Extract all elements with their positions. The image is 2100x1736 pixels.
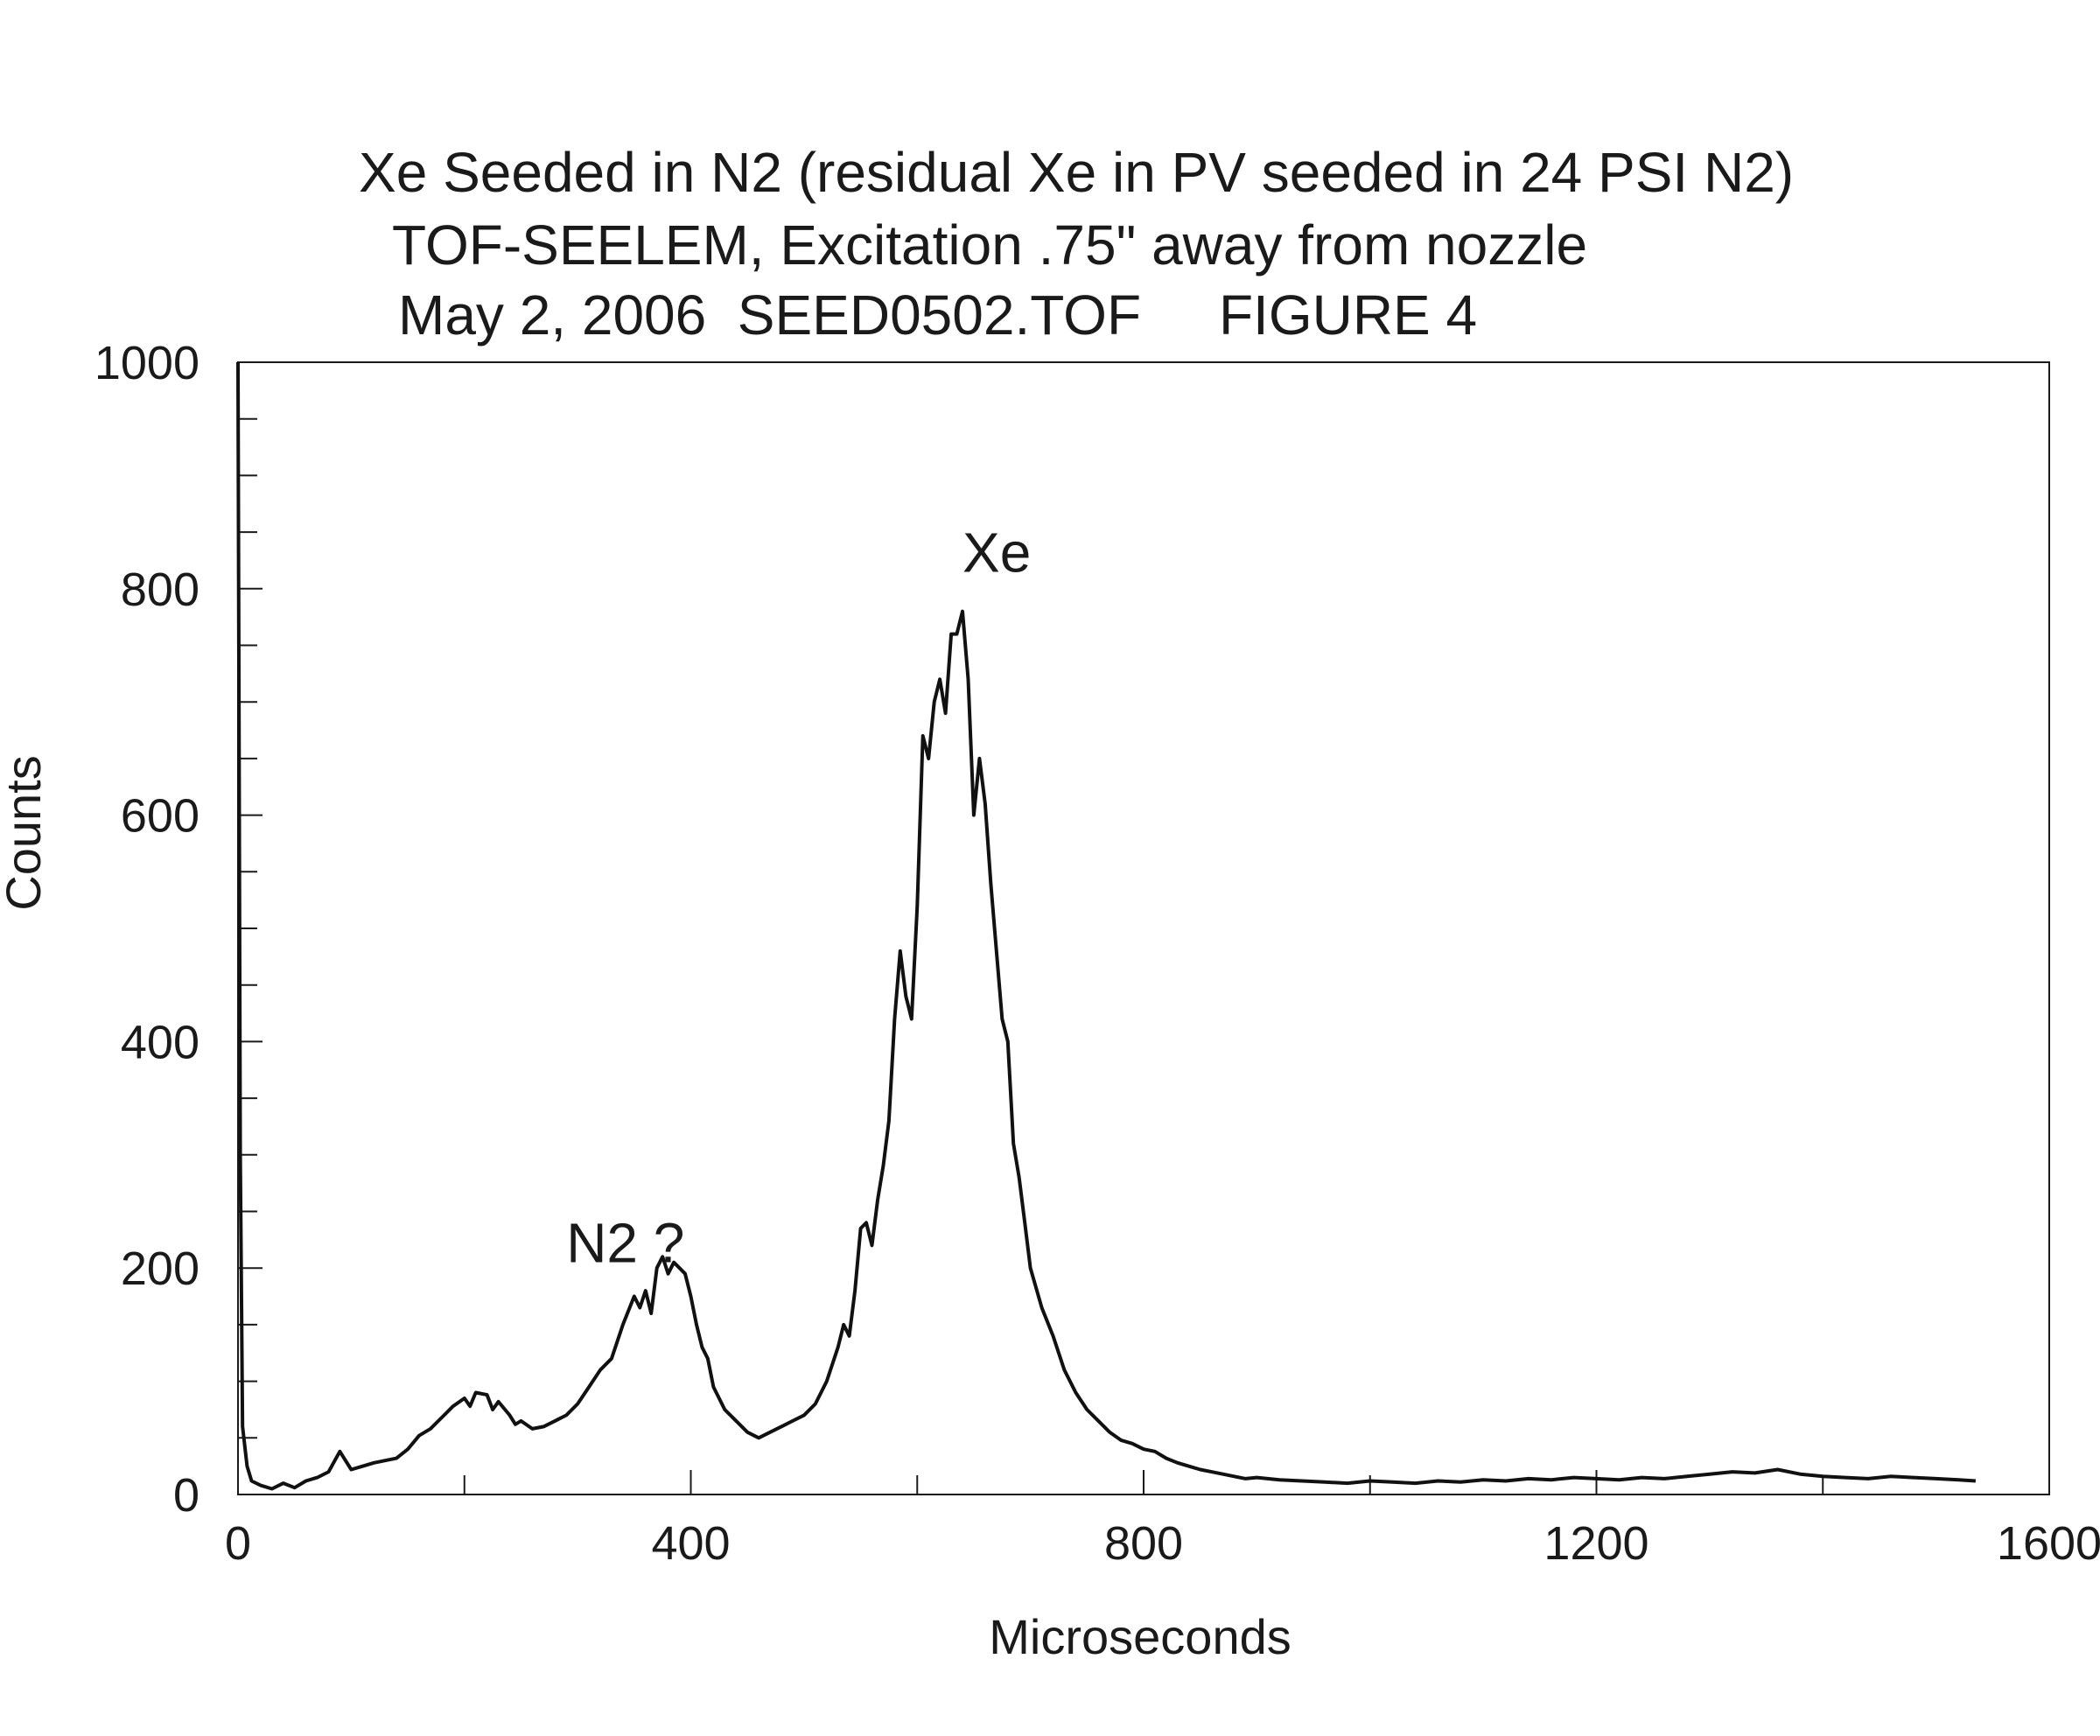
y-tick-label: 200: [121, 1242, 200, 1295]
axis-ticks: [237, 361, 2050, 1495]
series-line: [236, 361, 1977, 1491]
annotation-label: N2 ?: [566, 1212, 684, 1275]
plot-frame: [237, 361, 2050, 1495]
y-tick-label: 600: [121, 790, 200, 843]
x-tick-label: 0: [225, 1517, 251, 1570]
y-tick-label: 0: [173, 1469, 200, 1522]
x-tick-label: 1600: [1997, 1517, 2100, 1570]
chart-annotations: N2 ? Xe: [566, 521, 1031, 1274]
y-tick-label: 400: [121, 1016, 200, 1068]
y-tick-label: 1000: [94, 337, 200, 389]
x-tick-label: 1200: [1544, 1517, 1648, 1570]
x-tick-label: 400: [651, 1517, 730, 1570]
axis-tick-labels: 0 200 400 600 800 1000 0 400 800 1200 1600: [94, 337, 2100, 1570]
y-tick-label: 800: [121, 564, 200, 616]
y-axis-title: Counts: [0, 755, 51, 910]
annotation-label: Xe: [962, 521, 1031, 584]
chart-title-line-2: TOF-SEELEM, Excitation .75" away from no…: [392, 214, 1588, 276]
x-axis-title: Microseconds: [989, 1609, 1291, 1664]
chart-title-line-3: May 2, 2006 SEED0502.TOF FIGURE 4: [398, 284, 1478, 346]
chart-title-line-1: Xe Seeded in N2 (residual Xe in PV seede…: [359, 141, 1795, 204]
x-tick-label: 800: [1104, 1517, 1183, 1570]
